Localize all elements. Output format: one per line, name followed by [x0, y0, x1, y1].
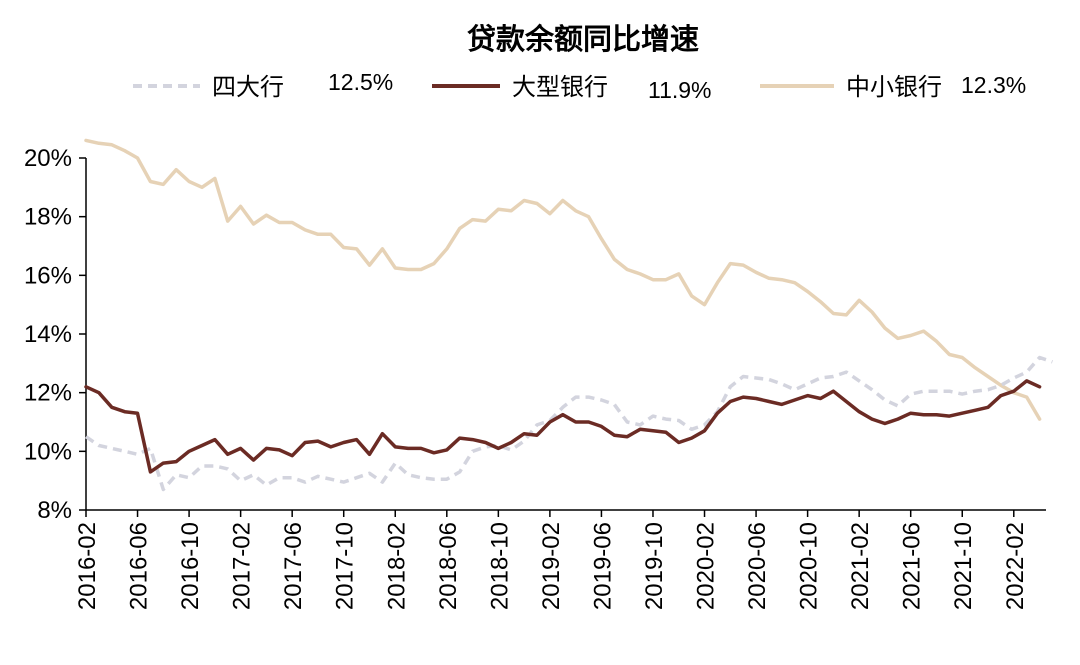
y-tick-label: 12%: [24, 380, 72, 407]
legend: 四大行 12.5% 大型银行 11.9% 中小银行 12.3%: [133, 69, 1026, 103]
x-tick-label: 2021-06: [899, 522, 926, 610]
y-tick-label: 20%: [24, 145, 72, 172]
x-tick-label: 2019-10: [641, 522, 668, 610]
x-tick-label: 2016-02: [74, 522, 101, 610]
legend-item-big-four: 四大行 12.5%: [133, 69, 393, 101]
x-tick-label: 2022-02: [1002, 522, 1029, 610]
legend-value-large-banks: 11.9%: [648, 77, 712, 103]
x-tick-label: 2018-02: [383, 522, 410, 610]
chart-title: 贷款余额同比增速: [467, 22, 699, 56]
y-tick-label: 14%: [24, 321, 72, 348]
x-tick-label: 2017-06: [280, 522, 307, 610]
series-line-2: [84, 138, 1042, 421]
x-tick-label: 2021-10: [950, 522, 977, 610]
x-tick-label: 2020-10: [796, 522, 823, 610]
series-line-1: [84, 379, 1042, 474]
legend-item-large-banks: 大型银行 11.9%: [432, 73, 712, 103]
x-tick-label: 2020-02: [693, 522, 720, 610]
x-tick-label: 2021-02: [847, 522, 874, 610]
series-line-0: [85, 355, 1053, 492]
series-layer: [84, 138, 1053, 492]
legend-item-small-medium-banks: 中小银行 12.3%: [760, 72, 1026, 101]
legend-value-small-medium-banks: 12.3%: [961, 72, 1026, 98]
x-tick-label: 2018-06: [435, 522, 462, 610]
x-tick-label: 2018-10: [486, 522, 513, 610]
x-tick-label: 2017-10: [332, 522, 359, 610]
x-tick-label: 2017-02: [229, 522, 256, 610]
y-tick-label: 10%: [24, 438, 72, 465]
x-tick-label: 2020-06: [744, 522, 771, 610]
legend-value-big-four: 12.5%: [328, 69, 393, 95]
x-tick-label: 2019-02: [538, 522, 565, 610]
y-tick-label: 18%: [24, 204, 72, 231]
axes: 8% 10% 12% 14% 16% 18% 20% 2016-02 2016-06 2016-1…: [24, 145, 1046, 610]
legend-label-big-four: 四大行: [212, 73, 284, 101]
y-tick-label: 16%: [24, 262, 72, 289]
x-tick-label: 2016-10: [177, 522, 204, 610]
x-tick-label: 2019-06: [589, 522, 616, 610]
legend-label-small-medium-banks: 中小银行: [846, 73, 942, 101]
x-tick-label: 2016-06: [126, 522, 153, 610]
y-tick-label: 8%: [37, 497, 72, 524]
legend-label-large-banks: 大型银行: [512, 73, 608, 101]
